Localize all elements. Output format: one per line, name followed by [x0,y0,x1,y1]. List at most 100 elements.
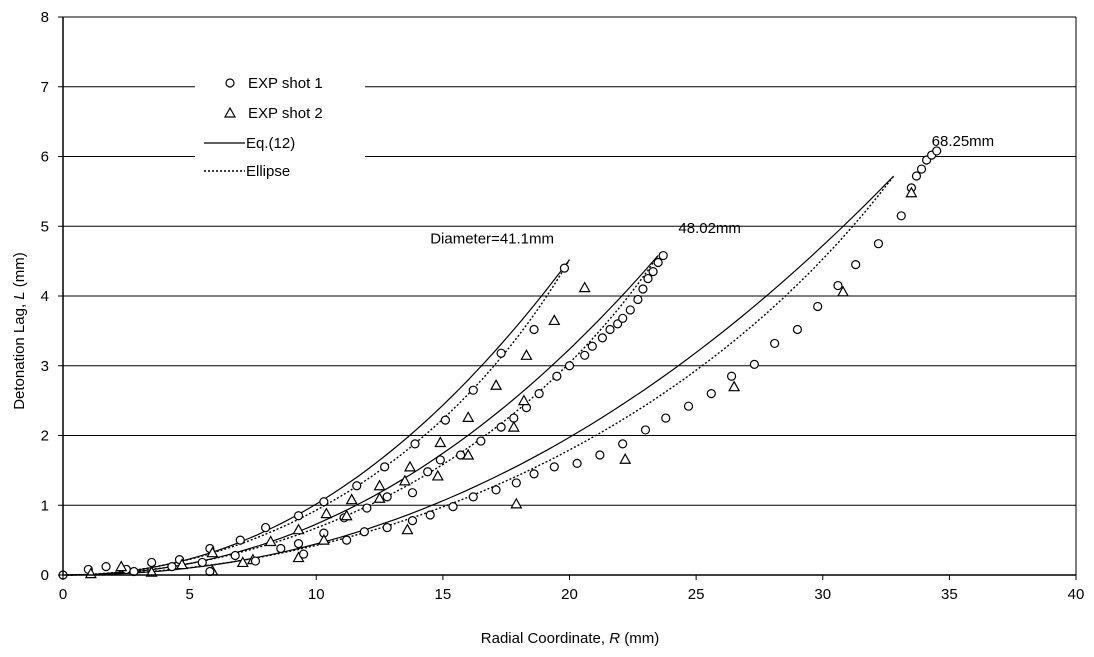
shot1-point [638,284,648,294]
shot1-point [448,502,458,512]
shot2-point [403,460,416,472]
y-tick-label: 5 [41,218,49,235]
y-axis-title: Detonation Lag, L (mm) [11,252,28,410]
shot2-point [728,380,741,392]
shot2-point [510,497,523,509]
shot1-point [587,341,597,351]
curve-annotation: 48.02mm [678,220,741,237]
shot2-point [905,186,918,198]
shot1-point [476,436,486,446]
shot1-point [633,294,643,305]
x-tick-label: 5 [185,586,193,603]
ellipse-curve [62,255,659,576]
shot1-point [706,389,716,399]
ellipse-curve [62,259,571,576]
x-tick-label: 10 [308,586,325,603]
shot1-point [648,266,658,277]
shot1-point [407,488,418,498]
shot2-point [462,411,475,422]
shot1-point [595,450,605,460]
shot1-point [359,527,369,537]
shot1-point [342,535,352,545]
shot1-point [625,305,635,315]
shot1-point [410,439,420,449]
shot2-point [507,420,520,432]
shot1-point [509,413,519,423]
shot2-point [176,558,189,570]
shot1-point [197,557,207,568]
shot1-point [564,361,575,371]
shot1-point [653,257,663,268]
legend-label: Eq.(12) [246,135,295,152]
shot1-point [549,462,559,472]
shot1-point [362,503,372,513]
shot1-point [298,549,309,559]
legend: EXP shot 1 EXP shot 2 Eq.(12) Ellipse [195,72,365,192]
shot1-point [770,338,780,349]
shot1-point [833,280,843,291]
legend-label: Ellipse [246,163,290,180]
shot1-point [352,481,362,491]
shot2-point [145,565,158,577]
x-tick-label: 15 [435,586,452,603]
shot2-point [836,285,850,297]
shot1-point [511,478,521,488]
y-tick-label: 2 [41,428,49,445]
shot1-point [851,260,861,270]
shot1-point [250,556,261,566]
shot1-point [661,413,671,423]
shot1-point [293,539,304,549]
shot1-point [911,171,922,181]
shot2-point [520,349,533,360]
shot1-point [640,425,651,435]
shot1-point [896,211,906,221]
eq12-curve [63,259,570,576]
shot1-point [552,371,562,381]
shot1-point [382,522,392,533]
shot1-point [813,301,823,312]
curve-annotation: Diameter=41.1mm [430,231,554,248]
x-tick-label: 25 [688,586,705,603]
curve-annotation: 68.25mm [932,133,995,150]
shot1-point [534,389,544,399]
x-tick-label: 40 [1068,586,1085,603]
x-axis-title: Radial Coordinate, R (mm) [481,630,659,647]
shot2-point [317,533,330,545]
shot1-point [572,458,582,468]
y-tick-label: 4 [41,288,49,305]
shot2-point [292,523,305,535]
shot2-point [398,474,411,486]
shot1-point [380,462,390,472]
axes [58,16,1077,580]
shot2-point [373,479,386,491]
data-markers [58,146,942,580]
shot1-point [529,324,539,335]
shot1-point [407,515,418,526]
legend-triangle-icon [223,106,237,118]
y-tick-label: 1 [41,497,49,514]
shot1-point [167,562,177,572]
shot1-point [749,359,759,369]
shot1-point [382,492,392,502]
shot2-point [236,556,249,568]
shot2-point [115,560,128,572]
shot2-point [264,535,277,547]
tick-labels: 0 1 2 3 4 5 6 7 8 0 5 10 15 20 25 30 35 40 [41,9,1085,603]
shot1-point [613,319,623,329]
shot1-point [468,492,478,502]
x-tick-label: 35 [941,586,958,603]
shot1-point [726,371,737,381]
shot1-point [235,535,245,545]
shot1-point [496,348,506,358]
shot2-point [619,452,632,464]
shot1-point [683,401,694,411]
shot1-point [423,467,433,477]
y-tick-label: 8 [41,9,49,26]
legend-label: EXP shot 2 [248,105,323,122]
shot2-point [548,314,561,326]
y-tick-label: 3 [41,358,49,375]
shot1-point [456,450,466,460]
shot1-point [435,455,445,465]
legend-label: EXP shot 1 [248,75,323,92]
